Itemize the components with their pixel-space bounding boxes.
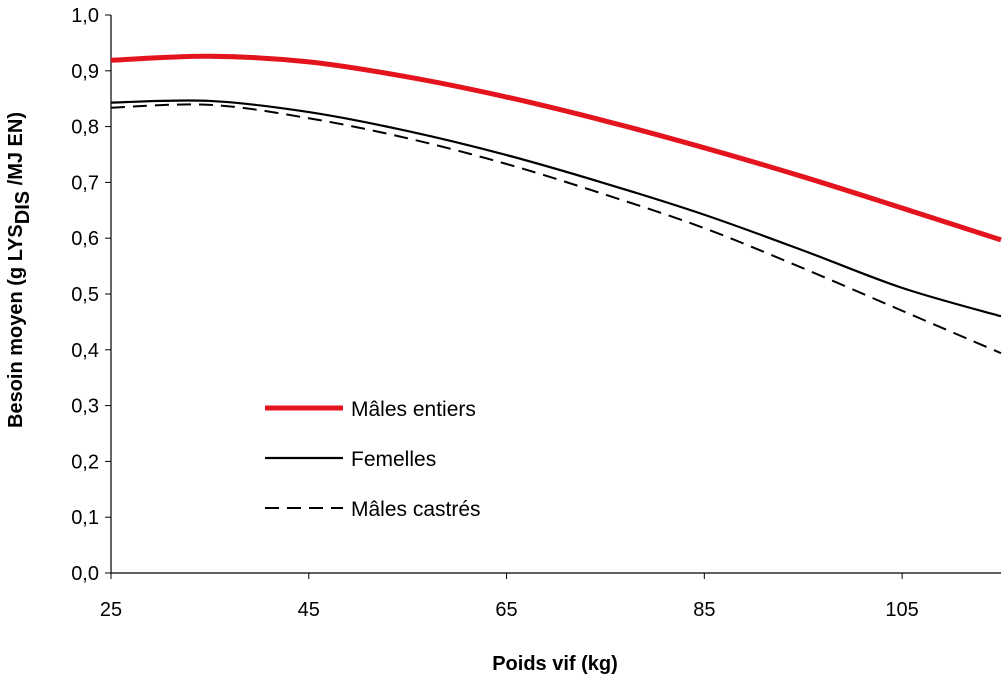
y-tick-label: 0,8 xyxy=(71,117,99,139)
y-tick-label: 0,0 xyxy=(71,563,99,585)
axes: 0,0 0,1 0,2 0,3 0,4 0,5 0,6 0,7 0,8 0,9 1,0 25 45 65 8… xyxy=(71,5,1001,621)
y-tick-label: 0,6 xyxy=(71,228,99,250)
legend-label-0: Mâles entiers xyxy=(351,398,476,421)
series-line-1 xyxy=(110,99,1002,318)
x-tick-label: 25 xyxy=(100,599,122,621)
y-axis-label-main: Besoin moyen (g LYS xyxy=(5,224,27,428)
x-tick-label: 65 xyxy=(495,599,517,621)
series-lines xyxy=(110,53,1002,355)
series-line-2 xyxy=(110,103,1002,355)
y-tick-label: 1,0 xyxy=(71,5,99,27)
y-tick-label: 0,2 xyxy=(71,451,99,473)
x-tick-label: 45 xyxy=(298,599,320,621)
x-tick-label: 85 xyxy=(693,599,715,621)
x-axis-label: Poids vif (kg) xyxy=(492,653,618,675)
y-tick-label: 0,4 xyxy=(71,340,99,362)
y-axis-label-tail: /MJ EN) xyxy=(5,112,27,191)
y-tick-label: 0,1 xyxy=(71,507,99,529)
y-axis-label-sub: DIS xyxy=(12,191,34,224)
y-axis-label: Besoin moyen (g LYSDIS /MJ EN) xyxy=(5,112,34,428)
legend-label-2: Mâles castrés xyxy=(351,498,481,521)
series-line-0 xyxy=(110,53,1002,243)
y-tick-label: 0,5 xyxy=(71,284,99,306)
x-tick-label: 105 xyxy=(885,599,918,621)
y-tick-label: 0,9 xyxy=(71,61,99,83)
legend-label-1: Femelles xyxy=(351,448,436,471)
y-tick-label: 0,7 xyxy=(71,172,99,194)
y-tick-label: 0,3 xyxy=(71,396,99,418)
legend: Mâles entiers Femelles Mâles castrés xyxy=(265,398,481,521)
